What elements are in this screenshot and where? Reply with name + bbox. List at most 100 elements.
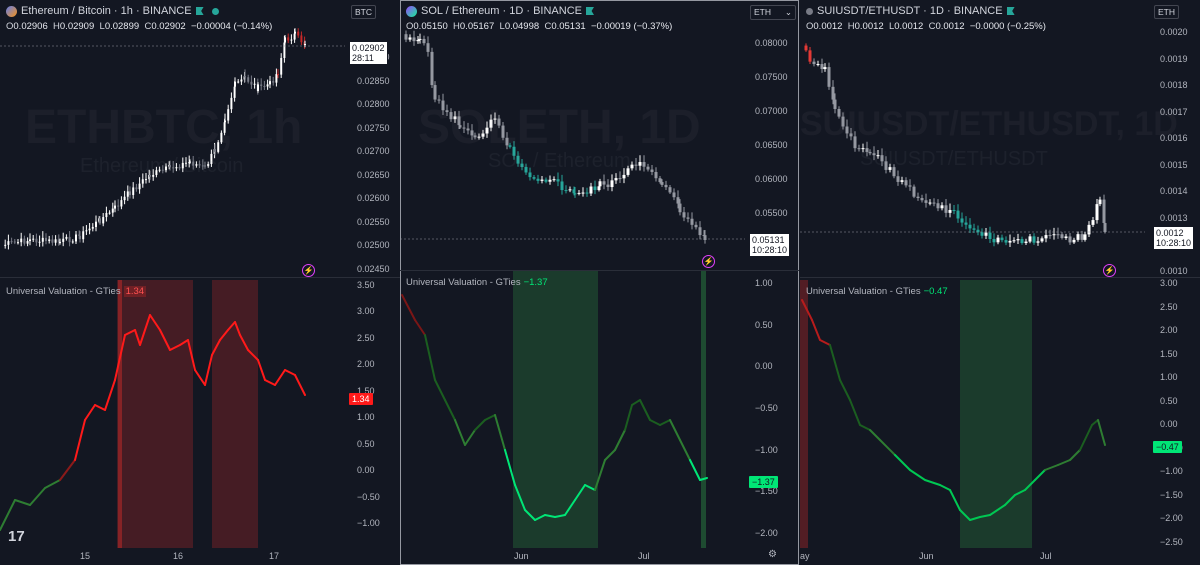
chart-canvas-ethbtc[interactable]	[0, 0, 400, 565]
chart-panel-ethbtc[interactable]: ETHBTC, 1h Ethereum / Bitcoin Ethereum /…	[0, 0, 400, 565]
candle-body	[111, 208, 114, 213]
candle-body	[980, 232, 984, 236]
flag-icon[interactable]	[585, 7, 594, 15]
chart-panel-soleth[interactable]: SOLETH, 1D SOL / Ethereum SOL / Ethereum…	[400, 0, 799, 565]
candle-body	[646, 166, 650, 170]
candle-body	[1056, 234, 1060, 236]
candle-body	[155, 170, 158, 175]
candle-body	[589, 186, 593, 194]
indicator-value: −0.47	[923, 286, 948, 297]
ohlc-readout: O0.0012 H0.0012 L0.0012 C0.0012 −0.0000 …	[806, 21, 1046, 32]
candle-body	[593, 186, 597, 191]
axis-tick-label: 1.50	[1160, 348, 1178, 359]
candle-body	[466, 128, 470, 131]
axis-tick-label: 0.0013	[1160, 212, 1188, 223]
candle-body	[572, 189, 576, 194]
candle-body	[272, 81, 275, 83]
candle-body	[10, 241, 13, 243]
candle-body	[32, 238, 35, 240]
settings-gear-icon[interactable]: ⚙	[768, 549, 777, 560]
candle-body	[1048, 235, 1052, 237]
pane-divider[interactable]	[400, 270, 799, 271]
candle-body	[602, 181, 606, 185]
currency-button[interactable]: ETH ⌄	[750, 5, 796, 20]
lightning-icon[interactable]: ⚡	[302, 264, 315, 277]
candle-body	[1040, 238, 1044, 242]
candle-body	[672, 192, 676, 198]
chart-canvas-suieth[interactable]	[800, 0, 1200, 565]
indicator-label[interactable]: Universal Valuation - GTies −1.37	[406, 277, 548, 288]
candle-body	[230, 97, 233, 110]
candle-body	[1076, 234, 1080, 240]
candle-body	[900, 180, 904, 182]
tradingview-logo[interactable]: 17	[8, 528, 25, 545]
candle-body	[234, 81, 236, 87]
candle-body	[102, 217, 105, 224]
symbol-watermark-sub: SUIUSDT/ETHUSDT	[860, 148, 1048, 170]
currency-button[interactable]: ETH	[1154, 5, 1179, 19]
candle-body	[449, 112, 453, 120]
flag-icon[interactable]	[195, 7, 204, 15]
candle-body	[872, 153, 876, 156]
indicator-line-segment	[274, 369, 286, 386]
candle-body	[192, 161, 195, 166]
candle-body	[944, 205, 948, 213]
indicator-line-segment	[264, 379, 276, 386]
candle-body	[686, 217, 690, 219]
candle-body	[20, 238, 23, 243]
ohlc-readout: O0.02906 H0.02909 L0.02899 C0.02902 −0.0…	[6, 21, 273, 32]
indicator-line-segment	[839, 379, 851, 401]
indicator-line-segment	[859, 424, 871, 431]
candle-body	[660, 182, 664, 185]
lightning-icon[interactable]: ⚡	[1103, 264, 1116, 277]
candle-body	[283, 42, 286, 58]
indicator-label[interactable]: Universal Valuation - GTies 1.34	[6, 286, 147, 297]
indicator-line-segment	[879, 439, 896, 456]
axis-tick-label: 0.0020	[1160, 27, 1188, 37]
axis-tick-label: 0.02450	[357, 264, 390, 274]
candle-body	[808, 50, 812, 62]
candle-body	[129, 191, 131, 195]
indicator-line-segment	[924, 479, 941, 486]
candle-body	[117, 205, 120, 207]
currency-button[interactable]: BTC	[351, 5, 376, 19]
candle-body	[297, 31, 300, 36]
countdown-label: 10:28:10	[752, 245, 788, 255]
time-label: ay	[800, 551, 810, 561]
axis-tick-label: 1.00	[1160, 372, 1178, 383]
eth-btc-coin-icon	[6, 5, 17, 17]
candle-body	[831, 86, 835, 100]
axis-tick-label: 0.07500	[755, 72, 788, 82]
candle-body	[1091, 220, 1095, 225]
symbol-watermark: SOLETH, 1D	[418, 101, 701, 154]
indicator-line-segment	[524, 509, 536, 521]
chart-title[interactable]: SOL / Ethereum · 1D · BINANCE	[406, 5, 594, 17]
candle-body	[1020, 239, 1024, 244]
candle-body	[445, 110, 449, 113]
candle-body	[201, 165, 204, 167]
candle-body	[960, 218, 964, 223]
lightning-icon[interactable]: ⚡	[702, 255, 715, 268]
candle-body	[865, 148, 869, 152]
candle-body	[581, 192, 585, 194]
candle-body	[880, 155, 884, 162]
pane-divider[interactable]	[0, 277, 400, 278]
chart-title[interactable]: SUIUSDT/ETHUSDT · 1D · BINANCE	[806, 5, 1015, 17]
indicator-line-segment	[1091, 419, 1099, 426]
flag-icon[interactable]	[1006, 7, 1015, 15]
pane-divider[interactable]	[800, 277, 1200, 278]
chart-panel-suieth[interactable]: SUIUSDT/ETHUSDT, 1D SUIUSDT/ETHUSDT SUIU…	[800, 0, 1200, 565]
indicator-line-segment	[639, 399, 651, 421]
candle-body	[1024, 241, 1028, 244]
axis-tick-label: 3.00	[357, 306, 375, 317]
candle-body	[676, 197, 680, 204]
indicator-line-segment	[631, 399, 641, 406]
chart-title[interactable]: Ethereum / Bitcoin · 1h · BINANCE	[6, 5, 219, 17]
candle-body	[654, 171, 658, 179]
indicator-line-segment	[74, 419, 86, 461]
indicator-label[interactable]: Universal Valuation - GTies −0.47	[806, 286, 948, 297]
candle-body	[544, 179, 548, 182]
indicator-line-segment	[179, 339, 189, 346]
candle-body	[573, 193, 577, 195]
chart-canvas-soleth[interactable]	[400, 0, 799, 565]
